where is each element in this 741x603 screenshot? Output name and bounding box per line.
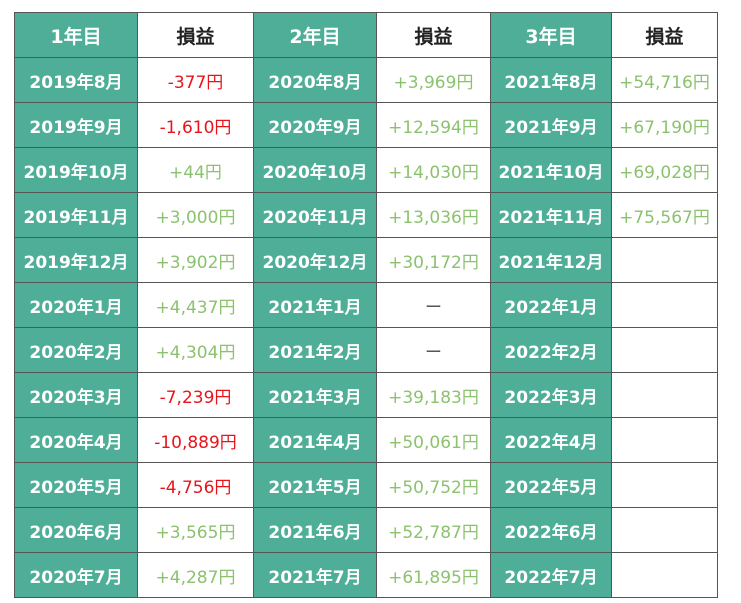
year1-pnl-header: 損益 (137, 12, 254, 58)
year3-month-cell: 2022年7月 (490, 552, 612, 598)
table-row: 2020年2月 +4,304円 2021年2月ー 2022年2月 (14, 327, 718, 373)
year2-month-cell: 2020年9月 (253, 102, 377, 148)
year3-pnl-cell (611, 507, 718, 553)
table-row: 2019年12月 +3,902円 2020年12月 +30,172円 2021年12月 (14, 237, 718, 283)
year2-pnl-cell: +39,183円 (376, 372, 491, 418)
year3-month-cell: 2022年1月 (490, 282, 612, 328)
year2-month-cell: 2020年8月 (253, 57, 377, 103)
year2-pnl-cell: +61,895円 (376, 552, 491, 598)
year2-pnl-cell: ー (376, 282, 491, 328)
table-row: 2019年10月 +44円 2020年10月 +14,030円 2021年10月 +69,… (14, 147, 718, 193)
year2-pnl-cell: +12,594円 (376, 102, 491, 148)
year1-month-cell: 2019年12月 (14, 237, 138, 283)
table-row: 2019年11月 +3,000円 2020年11月 +13,036円 2021年11月 +… (14, 192, 718, 238)
year3-month-cell: 2022年5月 (490, 462, 612, 508)
year3-header: 3年目 (490, 12, 612, 58)
year1-month-cell: 2020年5月 (14, 462, 138, 508)
year3-month-cell: 2021年10月 (490, 147, 612, 193)
year3-pnl-cell (611, 417, 718, 463)
year2-header: 2年目 (253, 12, 377, 58)
year2-month-cell: 2021年5月 (253, 462, 377, 508)
year2-month-cell: 2020年12月 (253, 237, 377, 283)
year3-month-cell: 2022年2月 (490, 327, 612, 373)
table-row: 2020年7月 +4,287円 2021年7月 +61,895円 2022年7月 (14, 552, 718, 598)
year1-pnl-cell: -10,889円 (137, 417, 254, 463)
year2-pnl-cell: ー (376, 327, 491, 373)
year2-month-cell: 2021年2月 (253, 327, 377, 373)
year2-pnl-cell: +3,969円 (376, 57, 491, 103)
year1-month-cell: 2020年2月 (14, 327, 138, 373)
year1-pnl-cell: -377円 (137, 57, 254, 103)
year1-pnl-cell: +4,287円 (137, 552, 254, 598)
year2-pnl-cell: +13,036円 (376, 192, 491, 238)
year2-pnl-cell: +30,172円 (376, 237, 491, 283)
year1-pnl-cell: +4,304円 (137, 327, 254, 373)
table-row: 2020年1月 +4,437円 2021年1月ー 2022年1月 (14, 282, 718, 328)
year2-pnl-cell: +52,787円 (376, 507, 491, 553)
year3-pnl-cell (611, 372, 718, 418)
monthly-pnl-table: 1年目 損益 2年目 損益 3年目 損益 2019年8月 -377円 2020年8月… (14, 12, 718, 598)
year1-month-cell: 2019年11月 (14, 192, 138, 238)
year1-month-cell: 2020年4月 (14, 417, 138, 463)
year2-pnl-cell: +50,752円 (376, 462, 491, 508)
year3-month-cell: 2022年4月 (490, 417, 612, 463)
year2-pnl-cell: +14,030円 (376, 147, 491, 193)
year3-pnl-cell (611, 237, 718, 283)
year3-month-cell: 2021年12月 (490, 237, 612, 283)
year3-month-cell: 2022年6月 (490, 507, 612, 553)
year2-month-cell: 2021年7月 (253, 552, 377, 598)
year3-pnl-cell: +75,567円 (611, 192, 718, 238)
year1-pnl-cell: -7,239円 (137, 372, 254, 418)
year2-pnl-cell: +50,061円 (376, 417, 491, 463)
year1-header: 1年目 (14, 12, 138, 58)
table-body: 2019年8月 -377円 2020年8月 +3,969円 2021年8月 +54,716… (14, 57, 718, 598)
year1-pnl-cell: +3,565円 (137, 507, 254, 553)
year1-pnl-cell: -1,610円 (137, 102, 254, 148)
header-row: 1年目 損益 2年目 損益 3年目 損益 (14, 12, 718, 58)
table-row: 2020年5月 -4,756円 2021年5月 +50,752円 2022年5月 (14, 462, 718, 508)
year3-pnl-cell: +69,028円 (611, 147, 718, 193)
table-row: 2020年6月 +3,565円 2021年6月 +52,787円 2022年6月 (14, 507, 718, 553)
year2-month-cell: 2020年11月 (253, 192, 377, 238)
year1-pnl-cell: -4,756円 (137, 462, 254, 508)
year1-month-cell: 2020年3月 (14, 372, 138, 418)
year2-month-cell: 2020年10月 (253, 147, 377, 193)
year1-month-cell: 2019年8月 (14, 57, 138, 103)
year2-month-cell: 2021年3月 (253, 372, 377, 418)
year1-month-cell: 2020年1月 (14, 282, 138, 328)
year3-pnl-cell (611, 552, 718, 598)
year1-pnl-cell: +3,902円 (137, 237, 254, 283)
year2-month-cell: 2021年6月 (253, 507, 377, 553)
year2-month-cell: 2021年1月 (253, 282, 377, 328)
year1-pnl-cell: +4,437円 (137, 282, 254, 328)
year2-pnl-header: 損益 (376, 12, 491, 58)
year3-month-cell: 2021年8月 (490, 57, 612, 103)
year3-month-cell: 2021年11月 (490, 192, 612, 238)
year1-month-cell: 2019年10月 (14, 147, 138, 193)
year1-pnl-cell: +3,000円 (137, 192, 254, 238)
year1-month-cell: 2020年7月 (14, 552, 138, 598)
table-row: 2019年9月 -1,610円 2020年9月 +12,594円 2021年9月 +67,… (14, 102, 718, 148)
year3-pnl-cell: +54,716円 (611, 57, 718, 103)
year3-pnl-cell (611, 282, 718, 328)
year3-pnl-header: 損益 (611, 12, 718, 58)
year3-pnl-cell (611, 462, 718, 508)
year3-month-cell: 2022年3月 (490, 372, 612, 418)
year1-month-cell: 2020年6月 (14, 507, 138, 553)
year1-pnl-cell: +44円 (137, 147, 254, 193)
pnl-table-container: 1年目 損益 2年目 損益 3年目 損益 2019年8月 -377円 2020年8月… (14, 12, 718, 598)
table-row: 2020年4月 -10,889円 2021年4月 +50,061円 2022年4月 (14, 417, 718, 463)
year3-month-cell: 2021年9月 (490, 102, 612, 148)
table-row: 2019年8月 -377円 2020年8月 +3,969円 2021年8月 +54,716… (14, 57, 718, 103)
year3-pnl-cell: +67,190円 (611, 102, 718, 148)
year1-month-cell: 2019年9月 (14, 102, 138, 148)
year2-month-cell: 2021年4月 (253, 417, 377, 463)
table-row: 2020年3月 -7,239円 2021年3月 +39,183円 2022年3月 (14, 372, 718, 418)
year3-pnl-cell (611, 327, 718, 373)
